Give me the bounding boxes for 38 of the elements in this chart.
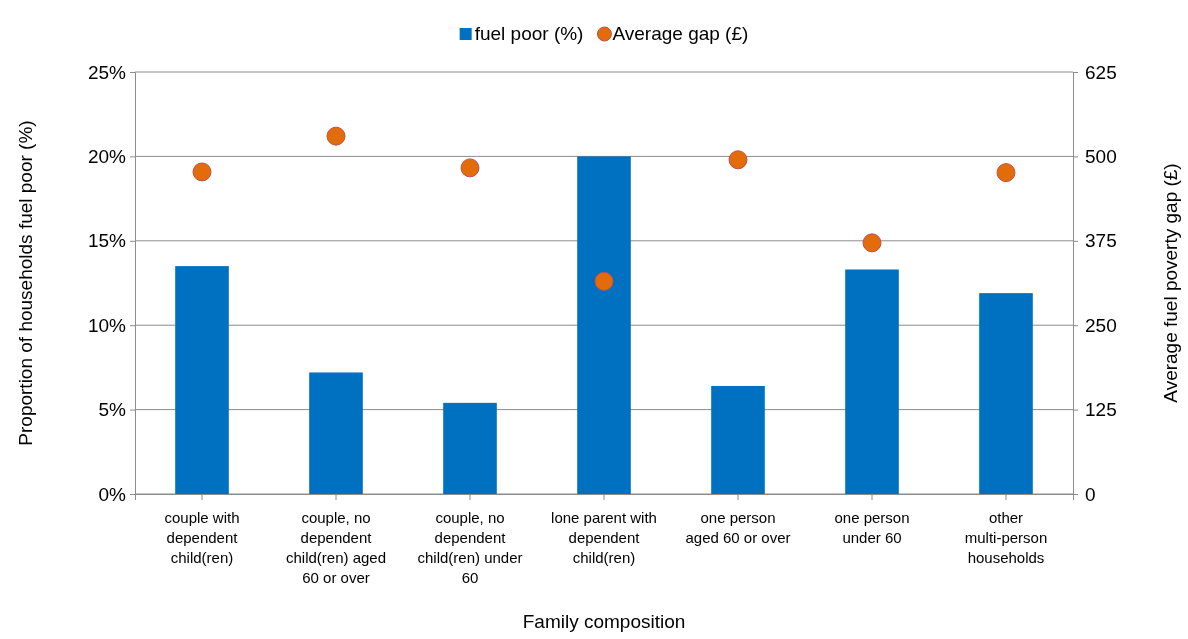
y-tick-label: 5% (98, 399, 127, 421)
bar (175, 266, 229, 494)
x-tick-label: couple, no dependent child(ren) under 60 (417, 509, 523, 586)
y2-tick-label: 625 (1085, 61, 1117, 83)
point (460, 158, 480, 178)
legend-label: Average gap (£) (612, 23, 749, 44)
x-tick-label: couple with dependent child(ren) (164, 509, 240, 566)
y2-tick-label: 250 (1085, 314, 1117, 336)
x-tick-label: other multi-person households (964, 509, 1048, 566)
point (192, 162, 212, 182)
y-tick-label: 20% (87, 145, 127, 167)
bar (577, 156, 631, 494)
bar (979, 293, 1033, 494)
y2-axis-title: Average fuel poverty gap (£) (1160, 163, 1182, 403)
point (326, 126, 346, 146)
x-axis-title: Family composition (522, 611, 686, 632)
bar (443, 402, 497, 494)
y2-tick-label: 375 (1085, 230, 1117, 252)
x-tick-label: one person under 60 (834, 509, 910, 546)
x-tick-label: one person aged 60 or over (685, 509, 791, 546)
legend-label: fuel poor (%) (474, 23, 584, 44)
x-tick-label: couple, no dependent child(ren) aged 60 or over (285, 509, 387, 586)
point (728, 150, 748, 170)
bar (845, 269, 899, 494)
point (594, 271, 614, 291)
y-tick-label: 15% (87, 230, 127, 252)
y-tick-label: 0% (98, 483, 127, 505)
y-tick-label: 25% (87, 61, 127, 83)
y2-tick-label: 0 (1085, 483, 1096, 505)
y-axis-title: Proportion of households fuel poor (%) (15, 120, 36, 446)
x-tick-label: lone parent with dependent child(ren) (551, 509, 657, 566)
point (862, 233, 882, 253)
y2-tick-label: 125 (1085, 399, 1117, 421)
bar (711, 385, 765, 494)
y-tick-label: 10% (87, 314, 127, 336)
point (996, 163, 1016, 183)
y2-tick-label: 500 (1085, 145, 1117, 167)
bar (309, 372, 363, 494)
